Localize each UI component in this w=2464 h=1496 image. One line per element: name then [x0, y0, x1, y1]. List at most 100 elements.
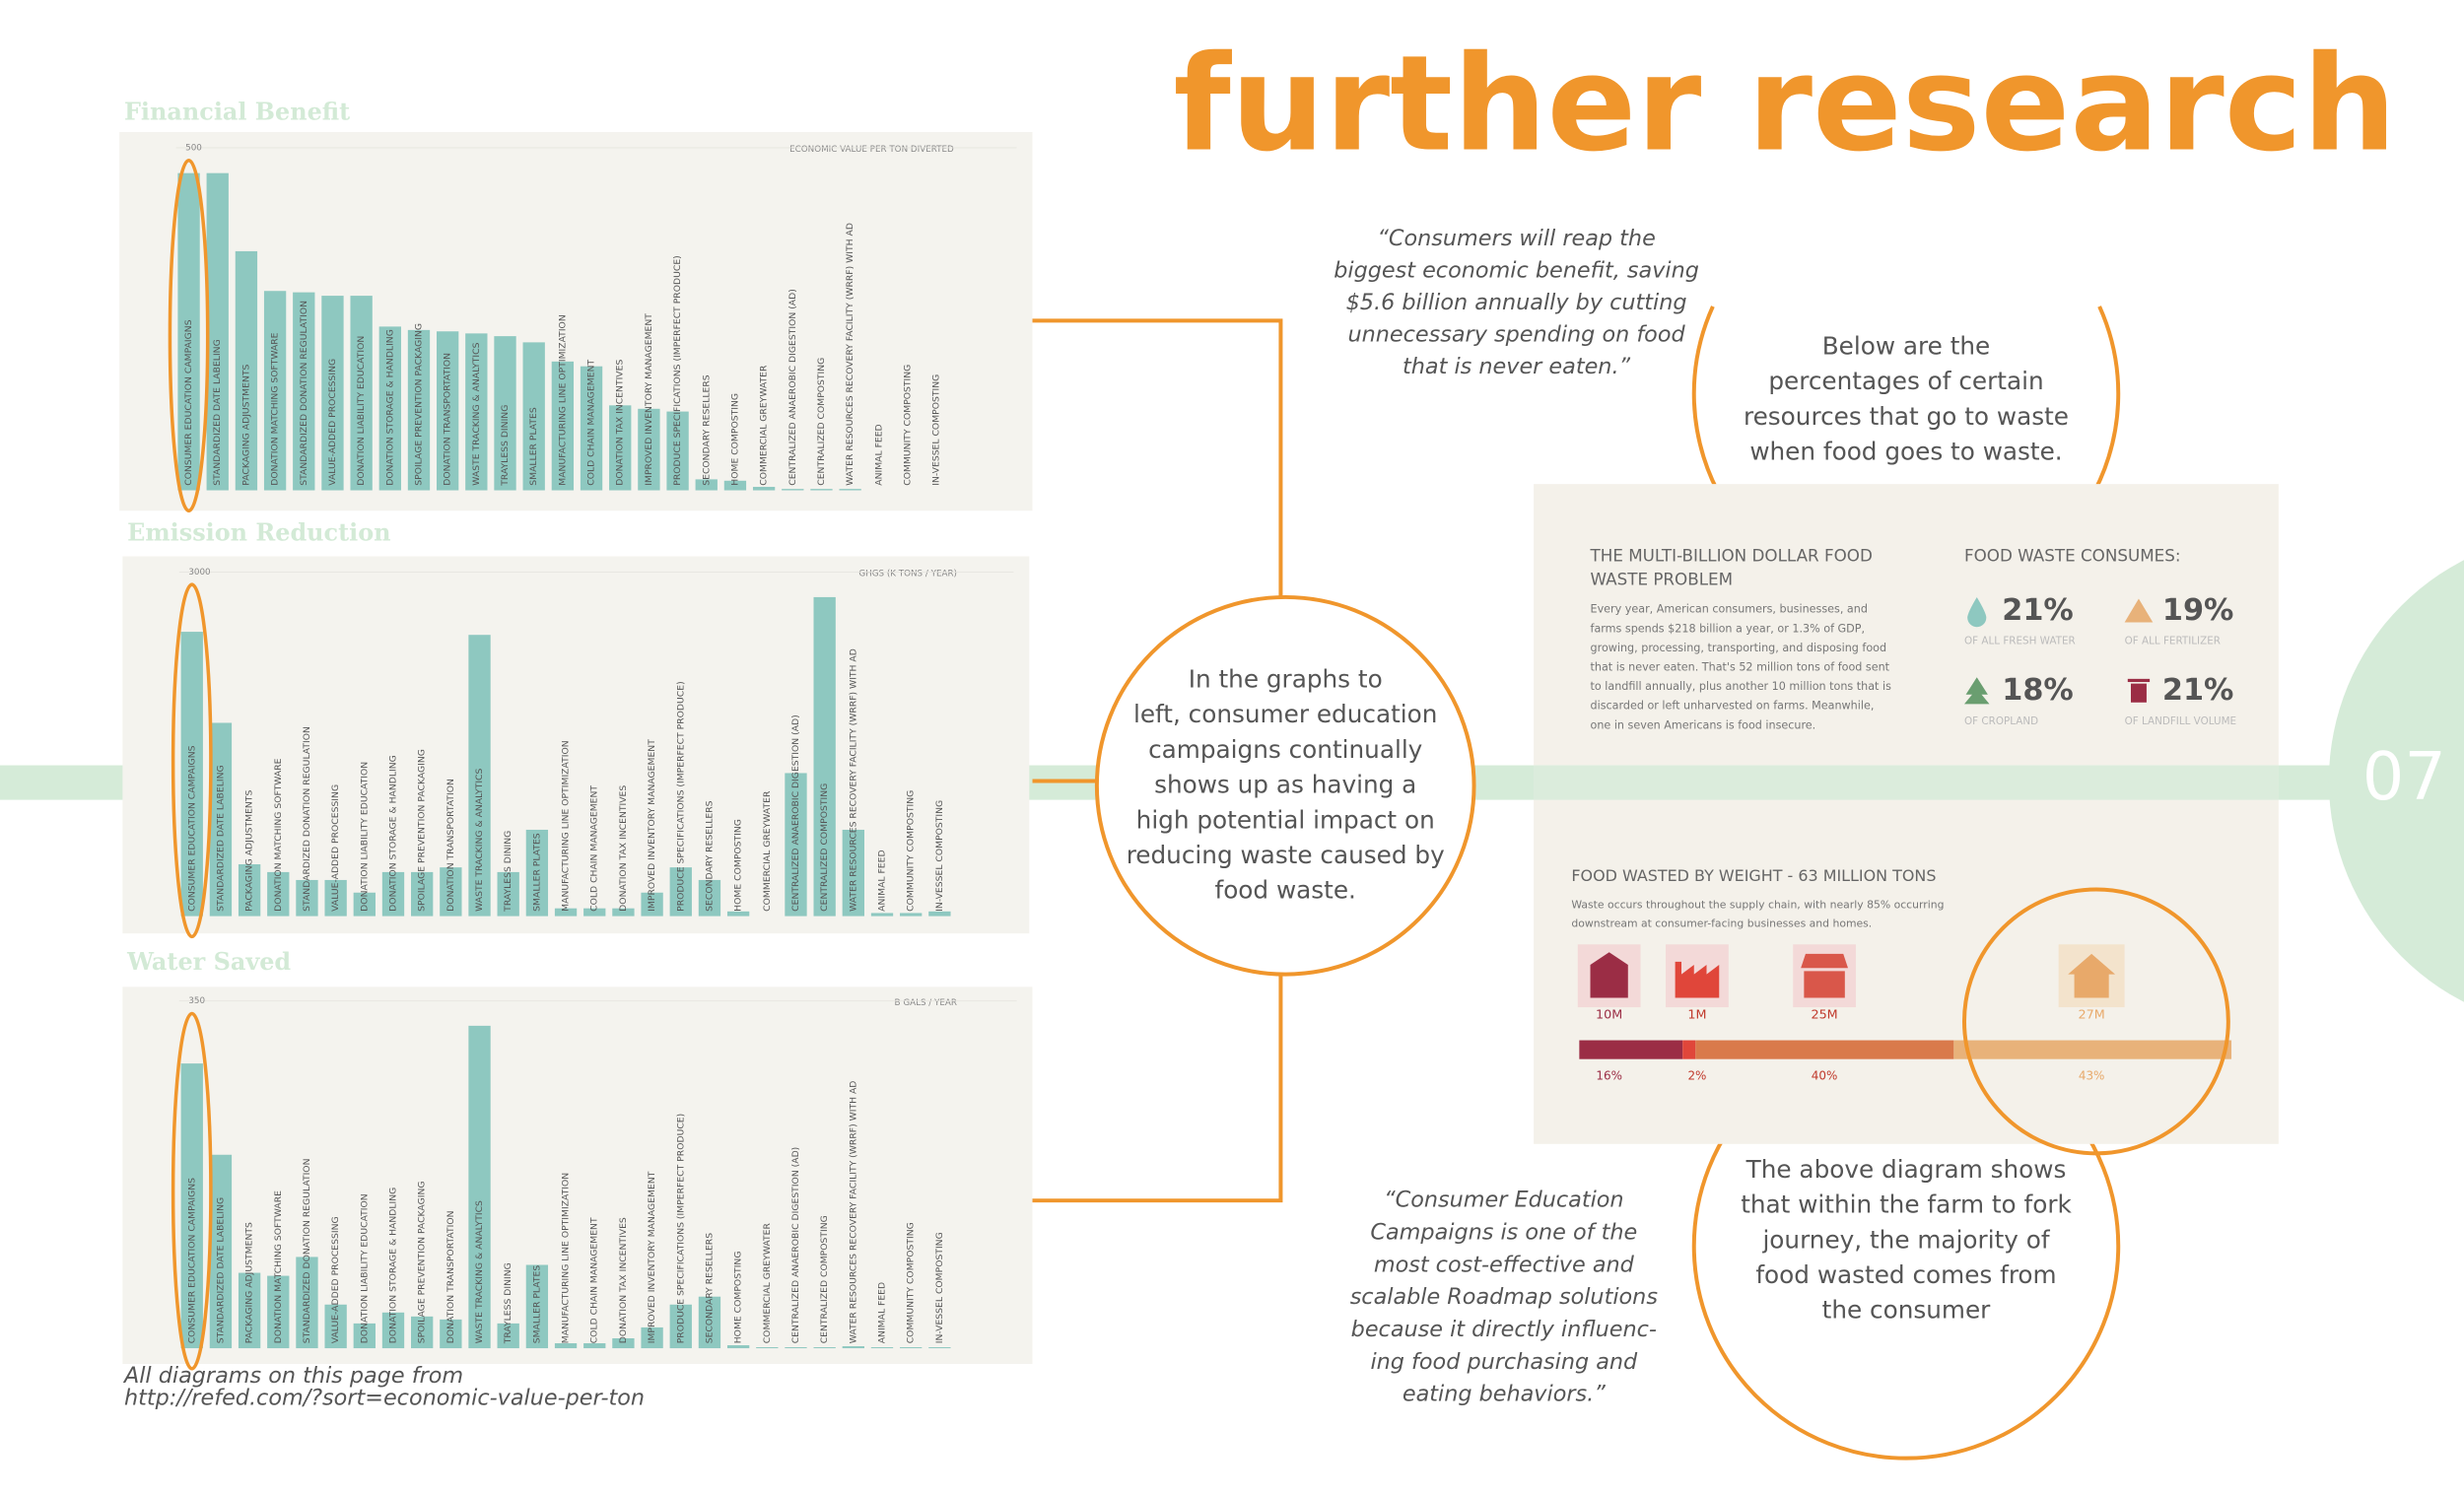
y-tick-label: 350 [188, 996, 205, 1006]
category-label: WATER RESOURCES RECOVERY FACILITY (WRRF)… [848, 648, 858, 912]
category-label: PACKAGING ADJUSTMENTS [240, 364, 251, 485]
info-paragraph: farms spends $218 billion a year, or 1.3… [1591, 622, 1866, 635]
bar [695, 479, 718, 491]
stat-value: 21% [2002, 593, 2073, 628]
weight-amount: 10M [1596, 1008, 1622, 1023]
circle-text: food waste. [1215, 876, 1356, 905]
category-label: WASTE TRACKING & ANALYTICS [471, 342, 482, 485]
bar [554, 1343, 578, 1349]
info-heading: THE MULTI-BILLION DOLLAR FOOD [1590, 545, 1873, 565]
weight-percent: 43% [2079, 1069, 2105, 1083]
bar [870, 1347, 894, 1349]
category-label: CENTRALIZED ANAEROBIC DIGESTION (AD) [787, 289, 798, 486]
weight-percent: 16% [1596, 1069, 1622, 1083]
trash-icon [2130, 683, 2147, 703]
category-label: WATER RESOURCES RECOVERY FACILITY (WRRF)… [848, 1081, 858, 1344]
circle-text: left, consumer education [1133, 700, 1437, 728]
bar [669, 1304, 692, 1349]
category-label: COMMERCIAL GREYWATER [759, 365, 770, 486]
category-label: CONSUMER EDUCATION CAMPAIGNS [186, 745, 197, 911]
category-label: TRAYLESS DINING [503, 831, 513, 913]
category-label: DONATION MATCHING SOFTWARE [273, 758, 284, 911]
category-label: IN-VESSEL COMPOSTING [934, 1232, 945, 1343]
chart: Emission Reduction GHGS (K TONS / YEAR) 30… [122, 519, 1030, 939]
bar [465, 333, 488, 491]
bar [263, 291, 287, 491]
stat-icons [1963, 596, 2154, 705]
category-label: HOME COMPOSTING [729, 393, 740, 486]
category-label: DONATION LIABILITY EDUCATION [359, 1193, 370, 1343]
bar [782, 489, 804, 491]
bar [407, 329, 431, 491]
stat-value: 18% [2002, 673, 2073, 708]
weight-amount: 27M [2079, 1008, 2105, 1023]
bar [752, 487, 776, 491]
bar [411, 871, 434, 917]
page-number: 07 [2362, 738, 2446, 815]
weight-bar [1579, 1040, 2232, 1059]
category-label: SMALLER PLATES [528, 407, 539, 486]
category-label: DONATION TRANSPORTATION [445, 779, 456, 912]
category-label: WASTE TRACKING & ANALYTICS [474, 768, 485, 911]
bar [726, 1345, 750, 1349]
bar [842, 1346, 864, 1349]
bar [580, 366, 603, 491]
page-circle [2328, 560, 2464, 1002]
bar [554, 908, 578, 917]
bar [813, 1347, 836, 1349]
category-label: CENTRALIZED COMPOSTING [819, 1215, 830, 1343]
weight-segment [1682, 1040, 1696, 1059]
info-paragraph: discarded or left unharvested on farms. … [1591, 700, 1875, 713]
chart: Water Saved B GALS / YEAR 350 CONSUMER EDUC… [122, 948, 1033, 1371]
barn-icon [1590, 952, 1628, 998]
category-label: ANIMAL FEED [877, 850, 888, 911]
circle-text: percentages of certain [1768, 367, 2043, 395]
category-label: PACKAGING ADJUSTMENTS [244, 1222, 255, 1343]
category-label: IMPROVED INVENTORY MANAGEMENT [647, 1171, 657, 1343]
bar [353, 892, 376, 917]
category-label: TRAYLESS DINING [500, 405, 511, 487]
quote-line: unnecessary spending on food [1347, 321, 1685, 347]
highlight [168, 158, 210, 513]
bar [810, 489, 833, 491]
category-label: DONATION LIABILITY EDUCATION [359, 762, 370, 912]
bar [411, 1316, 434, 1349]
bar [551, 361, 575, 491]
category-label: DONATION LIABILITY EDUCATION [356, 336, 367, 486]
bar [497, 871, 519, 917]
bar [723, 480, 747, 491]
bar [180, 632, 203, 917]
circle-text: journey, the majority of [1761, 1225, 2050, 1254]
bar [494, 336, 516, 491]
bar [238, 863, 261, 917]
bar [522, 342, 545, 491]
infographic-panel [1534, 484, 2279, 1144]
weight-percent: 40% [1812, 1069, 1838, 1083]
category-label: STANDARDIZED DONATION REGULATION [299, 301, 309, 486]
factory-icon [1675, 961, 1720, 998]
bar [235, 250, 258, 491]
category-label: DONATION STORAGE & HANDLING [387, 755, 398, 912]
category-label: DONATION MATCHING SOFTWARE [273, 1190, 284, 1343]
category-label: DONATION TRANSPORTATION [445, 1210, 456, 1343]
category-label: ANIMAL FEED [877, 1282, 888, 1343]
bar [842, 829, 864, 917]
category-label: SECONDARY RESELLERS [704, 1233, 715, 1343]
category-label: COMMUNITY COMPOSTING [906, 1222, 917, 1343]
store-icon [1801, 953, 1848, 998]
category-label: MANUFACTURING LINE OPTIMIZATION [561, 1173, 572, 1343]
category-label: CONSUMER EDUCATION CAMPAIGNS [186, 1178, 197, 1343]
quote-line: “Consumers will reap the [1377, 226, 1655, 251]
home-icon [2068, 953, 2116, 998]
category-label: STANDARDIZED DATE LABELING [215, 1197, 226, 1343]
category-label: TRAYLESS DINING [503, 1262, 513, 1344]
category-label: DONATION TRANSPORTATION [443, 353, 453, 486]
info-heading: FOOD WASTED BY WEIGHT - 63 MILLION TONS [1571, 866, 1936, 885]
bar [698, 879, 721, 917]
quote-line: that is never eaten.” [1403, 354, 1630, 379]
fertilizer-icon [2124, 598, 2154, 623]
axis-label: B GALS / YEAR [895, 998, 957, 1008]
bar [698, 1296, 721, 1349]
bar [293, 292, 315, 491]
weight-icons [1577, 944, 2125, 1008]
